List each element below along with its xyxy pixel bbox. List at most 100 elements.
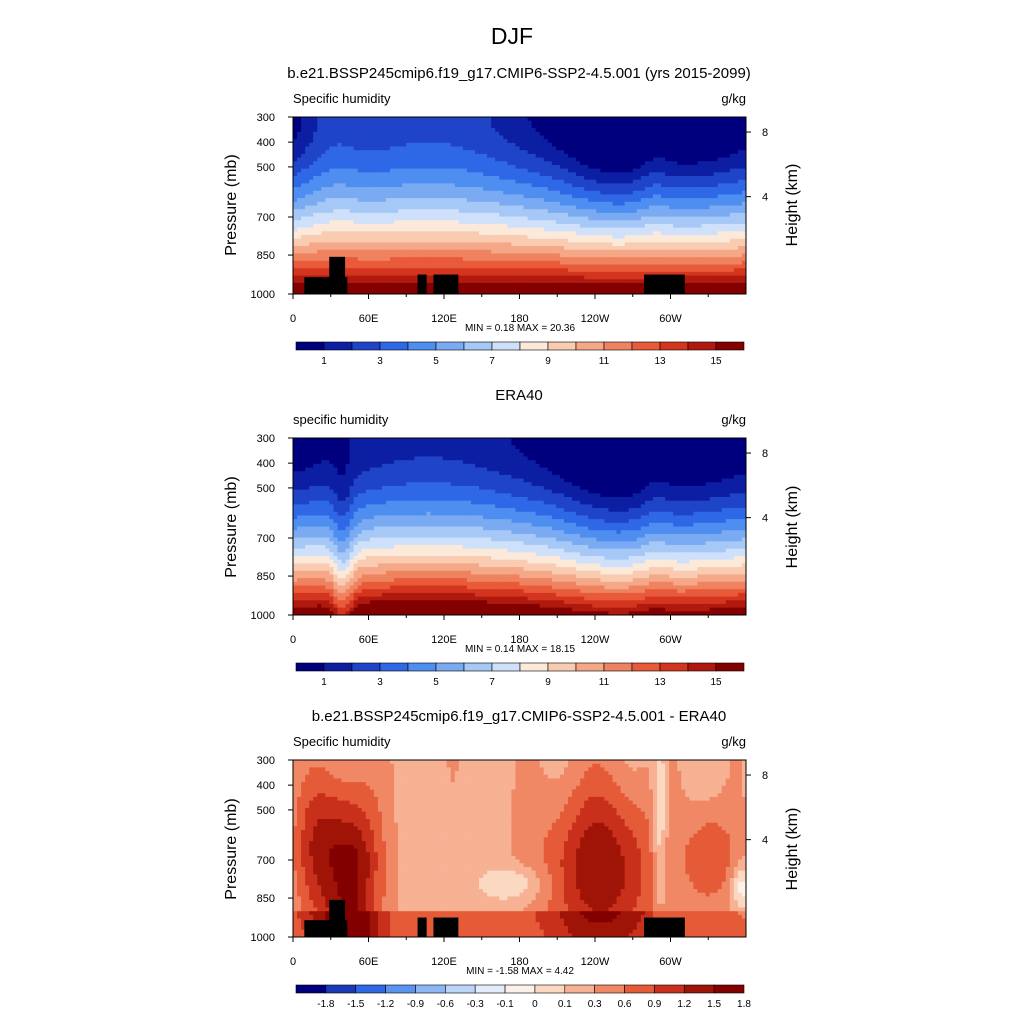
field-cell	[438, 271, 444, 277]
field-cell	[353, 268, 359, 273]
field-cell	[458, 290, 464, 295]
field-cell	[398, 168, 403, 173]
field-cell	[297, 168, 302, 173]
field-cell	[697, 227, 702, 232]
field-cell	[483, 253, 488, 258]
field-cell	[632, 157, 638, 162]
field-cell	[572, 209, 577, 214]
field-cell	[661, 260, 666, 265]
field-cell	[665, 153, 670, 159]
field-cell	[539, 142, 545, 147]
field-cell	[507, 201, 512, 206]
field-cell	[640, 190, 646, 195]
field-cell	[369, 268, 375, 273]
field-cell	[507, 253, 512, 258]
field-cell	[483, 231, 488, 236]
field-cell	[466, 212, 472, 218]
field-cell	[398, 282, 403, 288]
field-cell	[458, 161, 464, 166]
field-cell	[661, 157, 666, 162]
field-cell	[337, 235, 343, 240]
field-cell	[458, 128, 464, 133]
field-cell	[458, 275, 464, 280]
field-cell	[479, 279, 484, 284]
field-cell	[386, 201, 391, 206]
field-cell	[394, 220, 399, 225]
field-cell	[377, 260, 383, 265]
field-cell	[297, 268, 302, 273]
field-cell	[341, 205, 347, 210]
field-cell	[345, 168, 351, 173]
field-cell	[588, 179, 593, 184]
field-cell	[652, 168, 658, 173]
field-cell	[681, 246, 686, 251]
field-cell	[361, 179, 367, 184]
field-cell	[293, 205, 298, 210]
field-cell	[705, 264, 711, 269]
field-cell	[345, 290, 351, 295]
field-cell	[349, 220, 355, 225]
field-cell	[377, 231, 383, 236]
field-cell	[454, 231, 460, 236]
field-cell	[576, 142, 581, 147]
field-cell	[503, 183, 508, 188]
field-cell	[584, 161, 589, 166]
field-cell	[604, 157, 609, 162]
field-cell	[636, 142, 642, 147]
field-cell	[596, 231, 601, 236]
field-cell	[333, 164, 338, 170]
field-cell	[612, 198, 618, 203]
field-cell	[616, 290, 622, 295]
field-cell	[519, 290, 525, 295]
field-cell	[648, 179, 654, 184]
field-cell	[665, 117, 670, 122]
field-cell	[523, 264, 529, 269]
field-cell	[479, 198, 484, 203]
field-cell	[580, 216, 585, 221]
field-cell	[345, 172, 351, 177]
field-cell	[535, 205, 541, 210]
field-cell	[576, 194, 581, 199]
field-cell	[406, 117, 411, 122]
field-cell	[673, 153, 678, 159]
field-cell	[685, 117, 690, 122]
field-cell	[559, 153, 565, 159]
field-cell	[592, 153, 597, 159]
field-cell	[406, 183, 411, 188]
field-cell	[394, 260, 399, 265]
field-cell	[301, 153, 306, 159]
field-cell	[620, 161, 626, 166]
field-cell	[624, 253, 630, 258]
field-cell	[321, 183, 326, 188]
field-cell	[491, 209, 496, 214]
field-cell	[373, 168, 379, 173]
field-cell	[600, 168, 605, 173]
field-cell	[450, 253, 456, 258]
field-cell	[353, 142, 359, 147]
field-cell	[341, 246, 347, 251]
field-cell	[511, 275, 516, 280]
field-cell	[386, 179, 391, 184]
field-cell	[535, 212, 541, 218]
field-cell	[539, 290, 545, 295]
field-cell	[576, 131, 581, 136]
field-cell	[479, 142, 484, 147]
field-cell	[329, 249, 334, 254]
field-cell	[640, 286, 646, 291]
field-cell	[373, 290, 379, 295]
field-cell	[543, 205, 549, 210]
field-cell	[426, 216, 432, 221]
field-cell	[487, 150, 492, 155]
field-cell	[390, 142, 395, 147]
field-cell	[624, 205, 630, 210]
field-cell	[321, 223, 326, 229]
field-cell	[503, 135, 508, 140]
field-cell	[357, 198, 363, 203]
field-cell	[596, 290, 601, 295]
field-cell	[697, 220, 702, 225]
field-cell	[677, 227, 682, 232]
field-cell	[604, 201, 609, 206]
field-cell	[543, 271, 549, 277]
field-cell	[398, 120, 403, 125]
field-cell	[422, 246, 427, 251]
